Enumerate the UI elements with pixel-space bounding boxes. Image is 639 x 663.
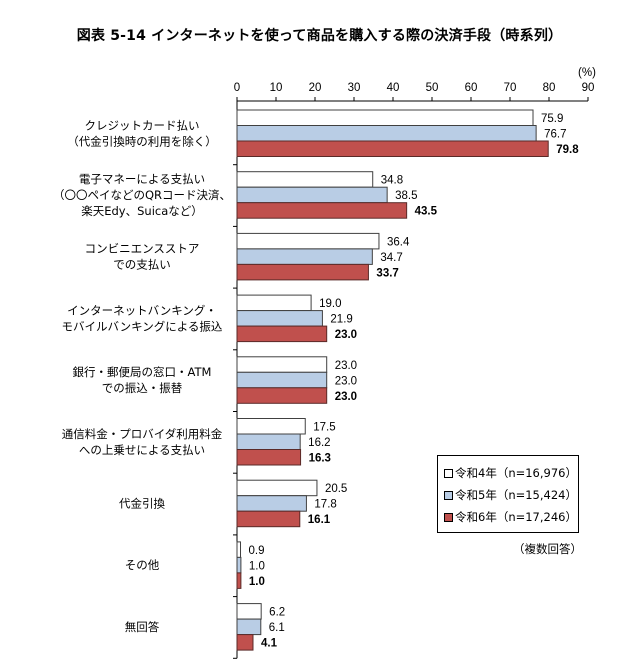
bar-令和5年: [236, 125, 537, 142]
category-label: クレジットカード払い: [85, 118, 200, 132]
data-label: 16.3: [309, 453, 331, 465]
category-label: （代金引換時の利用を除く）: [67, 134, 217, 148]
chart-title: 図表 5-14 インターネットを使って商品を購入する際の決済手段（時系列）: [76, 28, 563, 44]
data-label: 6.1: [269, 622, 285, 634]
category-label: モバイルバンキングによる振込: [62, 319, 223, 333]
category-label: への上乗せによる支払い: [79, 443, 205, 457]
category-label: 楽天Edy、Suicaなど）: [81, 204, 203, 218]
unit-label: (%): [578, 67, 596, 79]
bar-令和5年: [236, 371, 328, 389]
data-label: 0.9: [249, 545, 265, 557]
bar-令和4年: [236, 294, 312, 312]
bar-令和6年: [236, 202, 408, 219]
data-label: 75.9: [541, 113, 563, 125]
data-label: 6.2: [269, 607, 285, 619]
x-tick-label: 90: [582, 82, 595, 94]
legend-label-r6: 令和6年（n=17,246）: [455, 510, 577, 524]
category-label: （〇〇ペイなどのQRコード決済、: [53, 188, 231, 202]
data-label: 34.8: [381, 175, 403, 187]
data-label: 21.9: [330, 314, 352, 326]
bar-令和6年: [236, 263, 369, 281]
category-label: その他: [125, 558, 160, 572]
legend-item-r4: 令和4年（n=16,976）: [444, 462, 578, 484]
x-tick-label: 70: [504, 82, 517, 94]
x-tick-label: 60: [465, 82, 478, 94]
multiple-answer-note: （複数回答）: [513, 542, 582, 556]
x-tick-label: 80: [543, 82, 556, 94]
data-label: 23.0: [335, 329, 357, 341]
legend-item-r6: 令和6年（n=17,246）: [444, 506, 578, 528]
legend: 令和4年（n=16,976） 令和5年（n=15,424） 令和6年（n=17,…: [437, 455, 579, 533]
bar-令和4年: [236, 479, 318, 497]
data-label: 34.7: [380, 252, 402, 264]
data-label: 23.0: [335, 375, 357, 387]
bar-令和5年: [236, 618, 262, 636]
data-label: 23.0: [335, 360, 357, 372]
bar-令和6年: [236, 634, 254, 651]
bar-令和5年: [236, 248, 373, 265]
data-label: 17.8: [314, 499, 336, 511]
data-label: 17.5: [313, 422, 335, 434]
bar-令和5年: [236, 186, 388, 204]
legend-label-r5: 令和5年（n=15,424）: [455, 488, 577, 502]
category-label: インターネットバンキング・: [67, 303, 217, 317]
bar-令和5年: [236, 495, 307, 512]
bar-令和4年: [236, 603, 262, 620]
legend-swatch-r4: [444, 468, 453, 478]
bar-令和4年: [236, 356, 328, 373]
data-label: 79.8: [556, 144, 579, 156]
category-label: 電子マネーによる支払い: [79, 172, 205, 186]
x-tick-label: 40: [387, 82, 400, 94]
data-label: 1.0: [249, 576, 265, 588]
category-label: 銀行・郵便局の窓口・ATM: [73, 365, 212, 379]
category-label: 無回答: [125, 620, 160, 634]
data-label: 19.0: [319, 298, 341, 310]
bar-令和4年: [236, 541, 242, 558]
bar-令和6年: [236, 325, 328, 343]
bar-令和6年: [236, 510, 301, 528]
x-tick-label: 0: [234, 82, 240, 94]
data-label: 38.5: [395, 190, 417, 202]
legend-item-r5: 令和5年（n=15,424）: [444, 484, 578, 506]
bar-令和5年: [236, 556, 242, 574]
bar-令和4年: [236, 418, 306, 435]
x-tick-label: 50: [426, 82, 439, 94]
data-label: 16.1: [308, 514, 331, 526]
bar-令和6年: [236, 572, 242, 589]
data-label: 23.0: [335, 391, 357, 403]
bar-令和6年: [236, 449, 302, 466]
data-label: 16.2: [308, 437, 330, 449]
data-label: 33.7: [376, 267, 398, 279]
legend-label-r4: 令和4年（n=16,976）: [455, 466, 577, 480]
data-label: 76.7: [544, 129, 566, 141]
category-label: 通信料金・プロバイダ利用料金: [62, 427, 223, 441]
category-label: での支払い: [113, 258, 171, 272]
bar-令和6年: [236, 140, 549, 157]
category-label: 代金引換: [119, 496, 165, 510]
bar-令和4年: [236, 171, 374, 188]
data-label: 36.4: [387, 236, 410, 248]
x-tick-label: 20: [309, 82, 322, 94]
bar-令和5年: [236, 433, 301, 450]
bar-令和4年: [236, 232, 380, 250]
data-label: 43.5: [415, 206, 438, 218]
x-tick-label: 30: [348, 82, 361, 94]
category-label: での振込・振替: [102, 381, 183, 395]
data-label: 4.1: [261, 638, 278, 650]
legend-swatch-r5: [444, 490, 453, 500]
data-label: 20.5: [325, 483, 347, 495]
bar-令和5年: [236, 310, 323, 327]
x-tick-label: 10: [270, 82, 283, 94]
data-label: 1.0: [249, 560, 265, 572]
bar-令和4年: [236, 109, 534, 126]
bar-令和6年: [236, 387, 328, 404]
legend-swatch-r6: [444, 512, 453, 522]
category-label: コンビニエンスストア: [85, 242, 200, 256]
